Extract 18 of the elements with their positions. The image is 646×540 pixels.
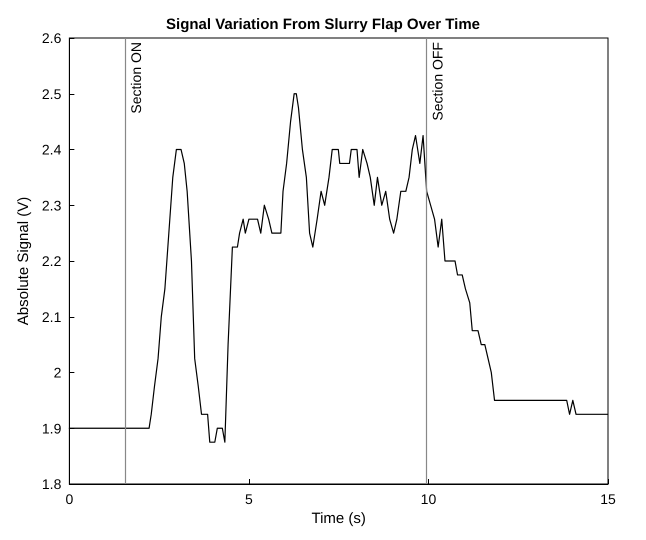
y-axis-title: Absolute Signal (V)	[15, 196, 32, 326]
y-tick-label: 2.2	[42, 253, 62, 269]
y-tick-label: 2	[54, 364, 62, 380]
y-tick-label: 1.9	[42, 420, 62, 436]
chart-title: Signal Variation From Slurry Flap Over Time	[166, 16, 480, 33]
x-axis-title: Time (s)	[311, 510, 366, 527]
ref-line-label: Section OFF	[430, 42, 446, 121]
y-tick-label: 1.8	[42, 476, 62, 492]
y-tick-label: 2.3	[42, 197, 62, 214]
x-tick-label: 15	[600, 491, 616, 507]
y-tick-label: 2.1	[42, 308, 62, 325]
y-tick-label: 2.6	[42, 30, 62, 46]
ref-line-label: Section ON	[128, 42, 144, 114]
y-tick-label: 2.4	[42, 142, 62, 158]
y-tick-label: 2.5	[42, 86, 62, 102]
x-tick-label: 10	[420, 491, 436, 507]
x-tick-label: 0	[65, 491, 74, 507]
x-tick-label: 5	[245, 491, 254, 507]
